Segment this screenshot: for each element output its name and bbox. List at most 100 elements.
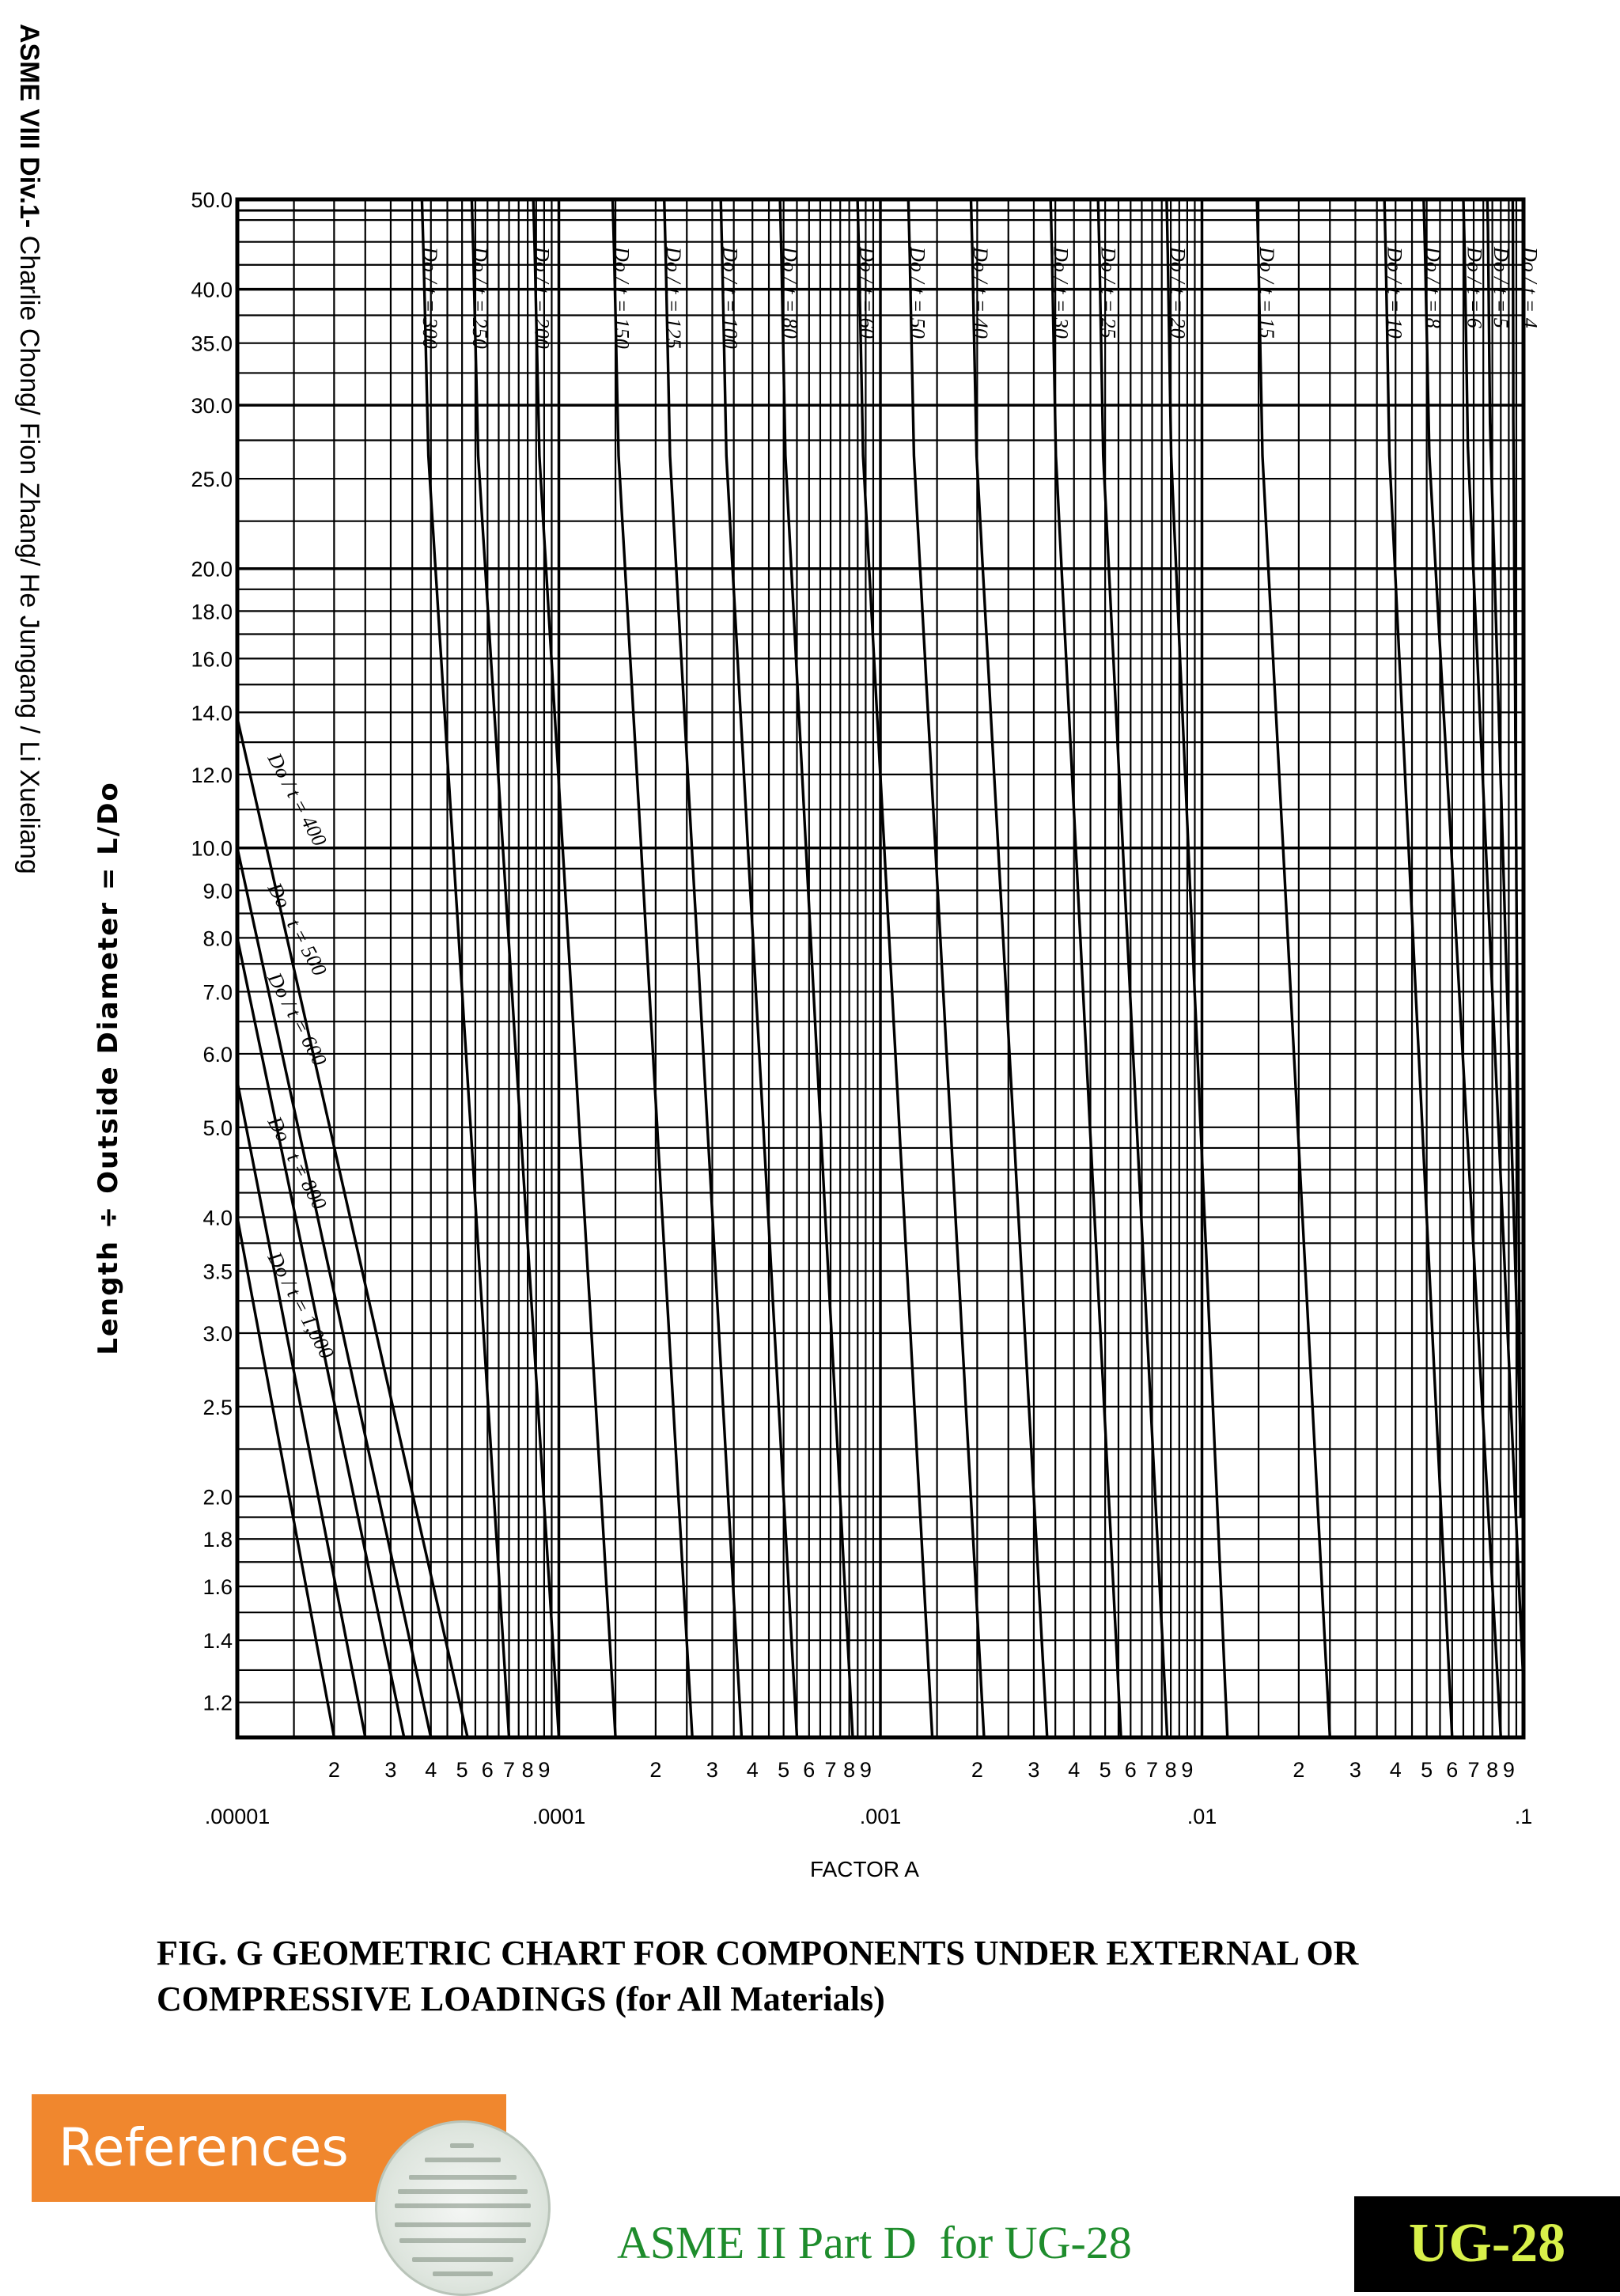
curve-label: Do / t = 5 [1489, 246, 1512, 328]
x-minor-label: 6 [1446, 1758, 1458, 1782]
curve-1000 [236, 1217, 336, 1738]
x-minor-label: 5 [778, 1758, 789, 1782]
x-minor-label: 6 [482, 1758, 494, 1782]
y-tick-label: 30.0 [191, 394, 233, 418]
curve-label: Do / t = 30 [1049, 246, 1072, 339]
y-tick-label: 9.0 [202, 879, 233, 903]
figure-caption: FIG. G GEOMETRIC CHART FOR COMPONENTS UN… [157, 1934, 1359, 2018]
curve-15 [1248, 198, 1331, 1738]
curve-50 [899, 198, 986, 1738]
y-tick-label: 1.4 [202, 1629, 233, 1653]
y-tick-label: 20.0 [191, 558, 233, 582]
curve-label: Do / t = 60 [856, 246, 879, 339]
curve-label: Do / t = 125 [662, 246, 685, 349]
y-tick-label: 3.5 [202, 1260, 233, 1283]
document-seal-icon [375, 2120, 551, 2296]
x-minor-label: 3 [706, 1758, 718, 1782]
curve-25 [1090, 198, 1169, 1738]
curve-label: Do / t = 6 [1463, 246, 1486, 328]
y-tick-label: 16.0 [191, 647, 233, 671]
curve-80 [771, 198, 854, 1738]
y-tick-label: 2.5 [202, 1396, 233, 1419]
source-reference: ASME II Part D for UG-28 [617, 2217, 1132, 2268]
curve-label: Do / t = 10 [1383, 246, 1406, 339]
curve-label: Do / t = 20 [1166, 246, 1189, 339]
geometric-chart: Do / t = 4 Do / t = 5Do / t = 6 Do / t = 8… [93, 188, 1541, 1881]
y-tick-label: 40.0 [191, 278, 233, 302]
x-minor-label: 9 [538, 1758, 550, 1782]
x-minor-label: 4 [425, 1758, 437, 1782]
y-tick-label: 10.0 [191, 837, 233, 861]
x-tick-label: .001 [860, 1805, 902, 1828]
curve-label: Do / t = 200 [531, 246, 554, 349]
y-tick-label: 6.0 [202, 1043, 233, 1067]
references-label: References [59, 2117, 349, 2178]
y-tick-label: 18.0 [191, 600, 233, 623]
x-minor-label: 9 [1181, 1758, 1193, 1782]
y-tick-label: 50.0 [191, 188, 233, 212]
curve-label: Do / t = 50 [907, 246, 929, 339]
x-tick-label: .00001 [205, 1805, 271, 1828]
x-minor-label: 2 [328, 1758, 340, 1782]
y-axis-title: Length ÷ Outside Diameter = L/Do [93, 781, 124, 1355]
x-minor-label: 9 [1503, 1758, 1515, 1782]
y-tick-label: 14.0 [191, 701, 233, 725]
y-tick-label: 25.0 [191, 468, 233, 491]
y-tick-label: 12.0 [191, 763, 233, 787]
curve-60 [849, 198, 934, 1738]
x-minor-label: 7 [503, 1758, 515, 1782]
curve-label: Do / t = 400 [263, 748, 331, 850]
x-minor-label: 3 [384, 1758, 396, 1782]
side-credit-svg: ASME VIII Div.1- Charlie Chong/ Fion Zha… [14, 24, 44, 874]
y-tick-label: 1.2 [202, 1692, 233, 1715]
curve-label: Do / t = 15 [1255, 246, 1278, 339]
curve-label: Do / t = 25 [1097, 246, 1120, 339]
y-tick-label: 7.0 [202, 980, 233, 1004]
curve-6 [1456, 198, 1525, 1686]
side-credit: ASME VIII Div.1- Charlie Chong/ Fion Zha… [6, 24, 54, 1131]
x-minor-label: 8 [522, 1758, 534, 1782]
curve-label: Do / t = 100 [718, 246, 741, 349]
curve-label: Do / t = 150 [610, 246, 633, 349]
x-axis-title: FACTOR A [810, 1857, 919, 1881]
x-minor-label: 8 [1486, 1758, 1498, 1782]
side-credit-text: ASME VIII Div.1- Charlie Chong/ Fion Zha… [14, 24, 44, 874]
y-tick-label: 1.6 [202, 1575, 233, 1599]
y-tick-label: 2.0 [202, 1485, 233, 1509]
curve-250 [462, 198, 561, 1738]
chart-grid [236, 199, 1523, 1739]
x-minor-label: 3 [1349, 1758, 1361, 1782]
x-minor-label: 7 [1468, 1758, 1480, 1782]
chart-curves [236, 198, 1525, 1738]
curve-30 [1043, 198, 1122, 1738]
y-tick-label: 35.0 [191, 332, 233, 356]
curve-8 [1414, 198, 1502, 1738]
curve-10 [1376, 198, 1454, 1738]
curve-label: Do / t = 300 [418, 246, 441, 349]
curve-20 [1160, 198, 1229, 1738]
curve-label: Do / t = 40 [969, 246, 992, 339]
curve-125 [655, 198, 744, 1738]
curve-4 [1511, 198, 1523, 1517]
curve-600 [236, 938, 406, 1738]
curve-label: Do / t = 250 [468, 246, 491, 349]
y-tick-label: 4.0 [202, 1206, 233, 1229]
x-tick-label: .0001 [532, 1805, 586, 1828]
curve-100 [712, 198, 799, 1738]
x-minor-label: 4 [1390, 1758, 1402, 1782]
code-badge: UG-28 [1354, 2196, 1620, 2292]
side-credit-normal: Charlie Chong/ Fion Zhang/ He Jungang / … [14, 228, 44, 874]
y-tick-label: 1.8 [202, 1528, 233, 1552]
x-minor-label: 9 [860, 1758, 872, 1782]
x-minor-label: 2 [649, 1758, 661, 1782]
curve-label: Do / t = 80 [778, 246, 801, 339]
curve-400 [236, 718, 469, 1738]
x-minor-label: 7 [1146, 1758, 1158, 1782]
x-minor-label: 2 [971, 1758, 983, 1782]
x-minor-label: 7 [825, 1758, 837, 1782]
x-tick-label: .1 [1515, 1805, 1533, 1828]
x-minor-label: 6 [1125, 1758, 1137, 1782]
side-credit-bold: ASME VIII Div.1- [14, 24, 44, 228]
plot-frame [235, 197, 1526, 1740]
curve-label: Do / t = 8 [1421, 246, 1444, 328]
